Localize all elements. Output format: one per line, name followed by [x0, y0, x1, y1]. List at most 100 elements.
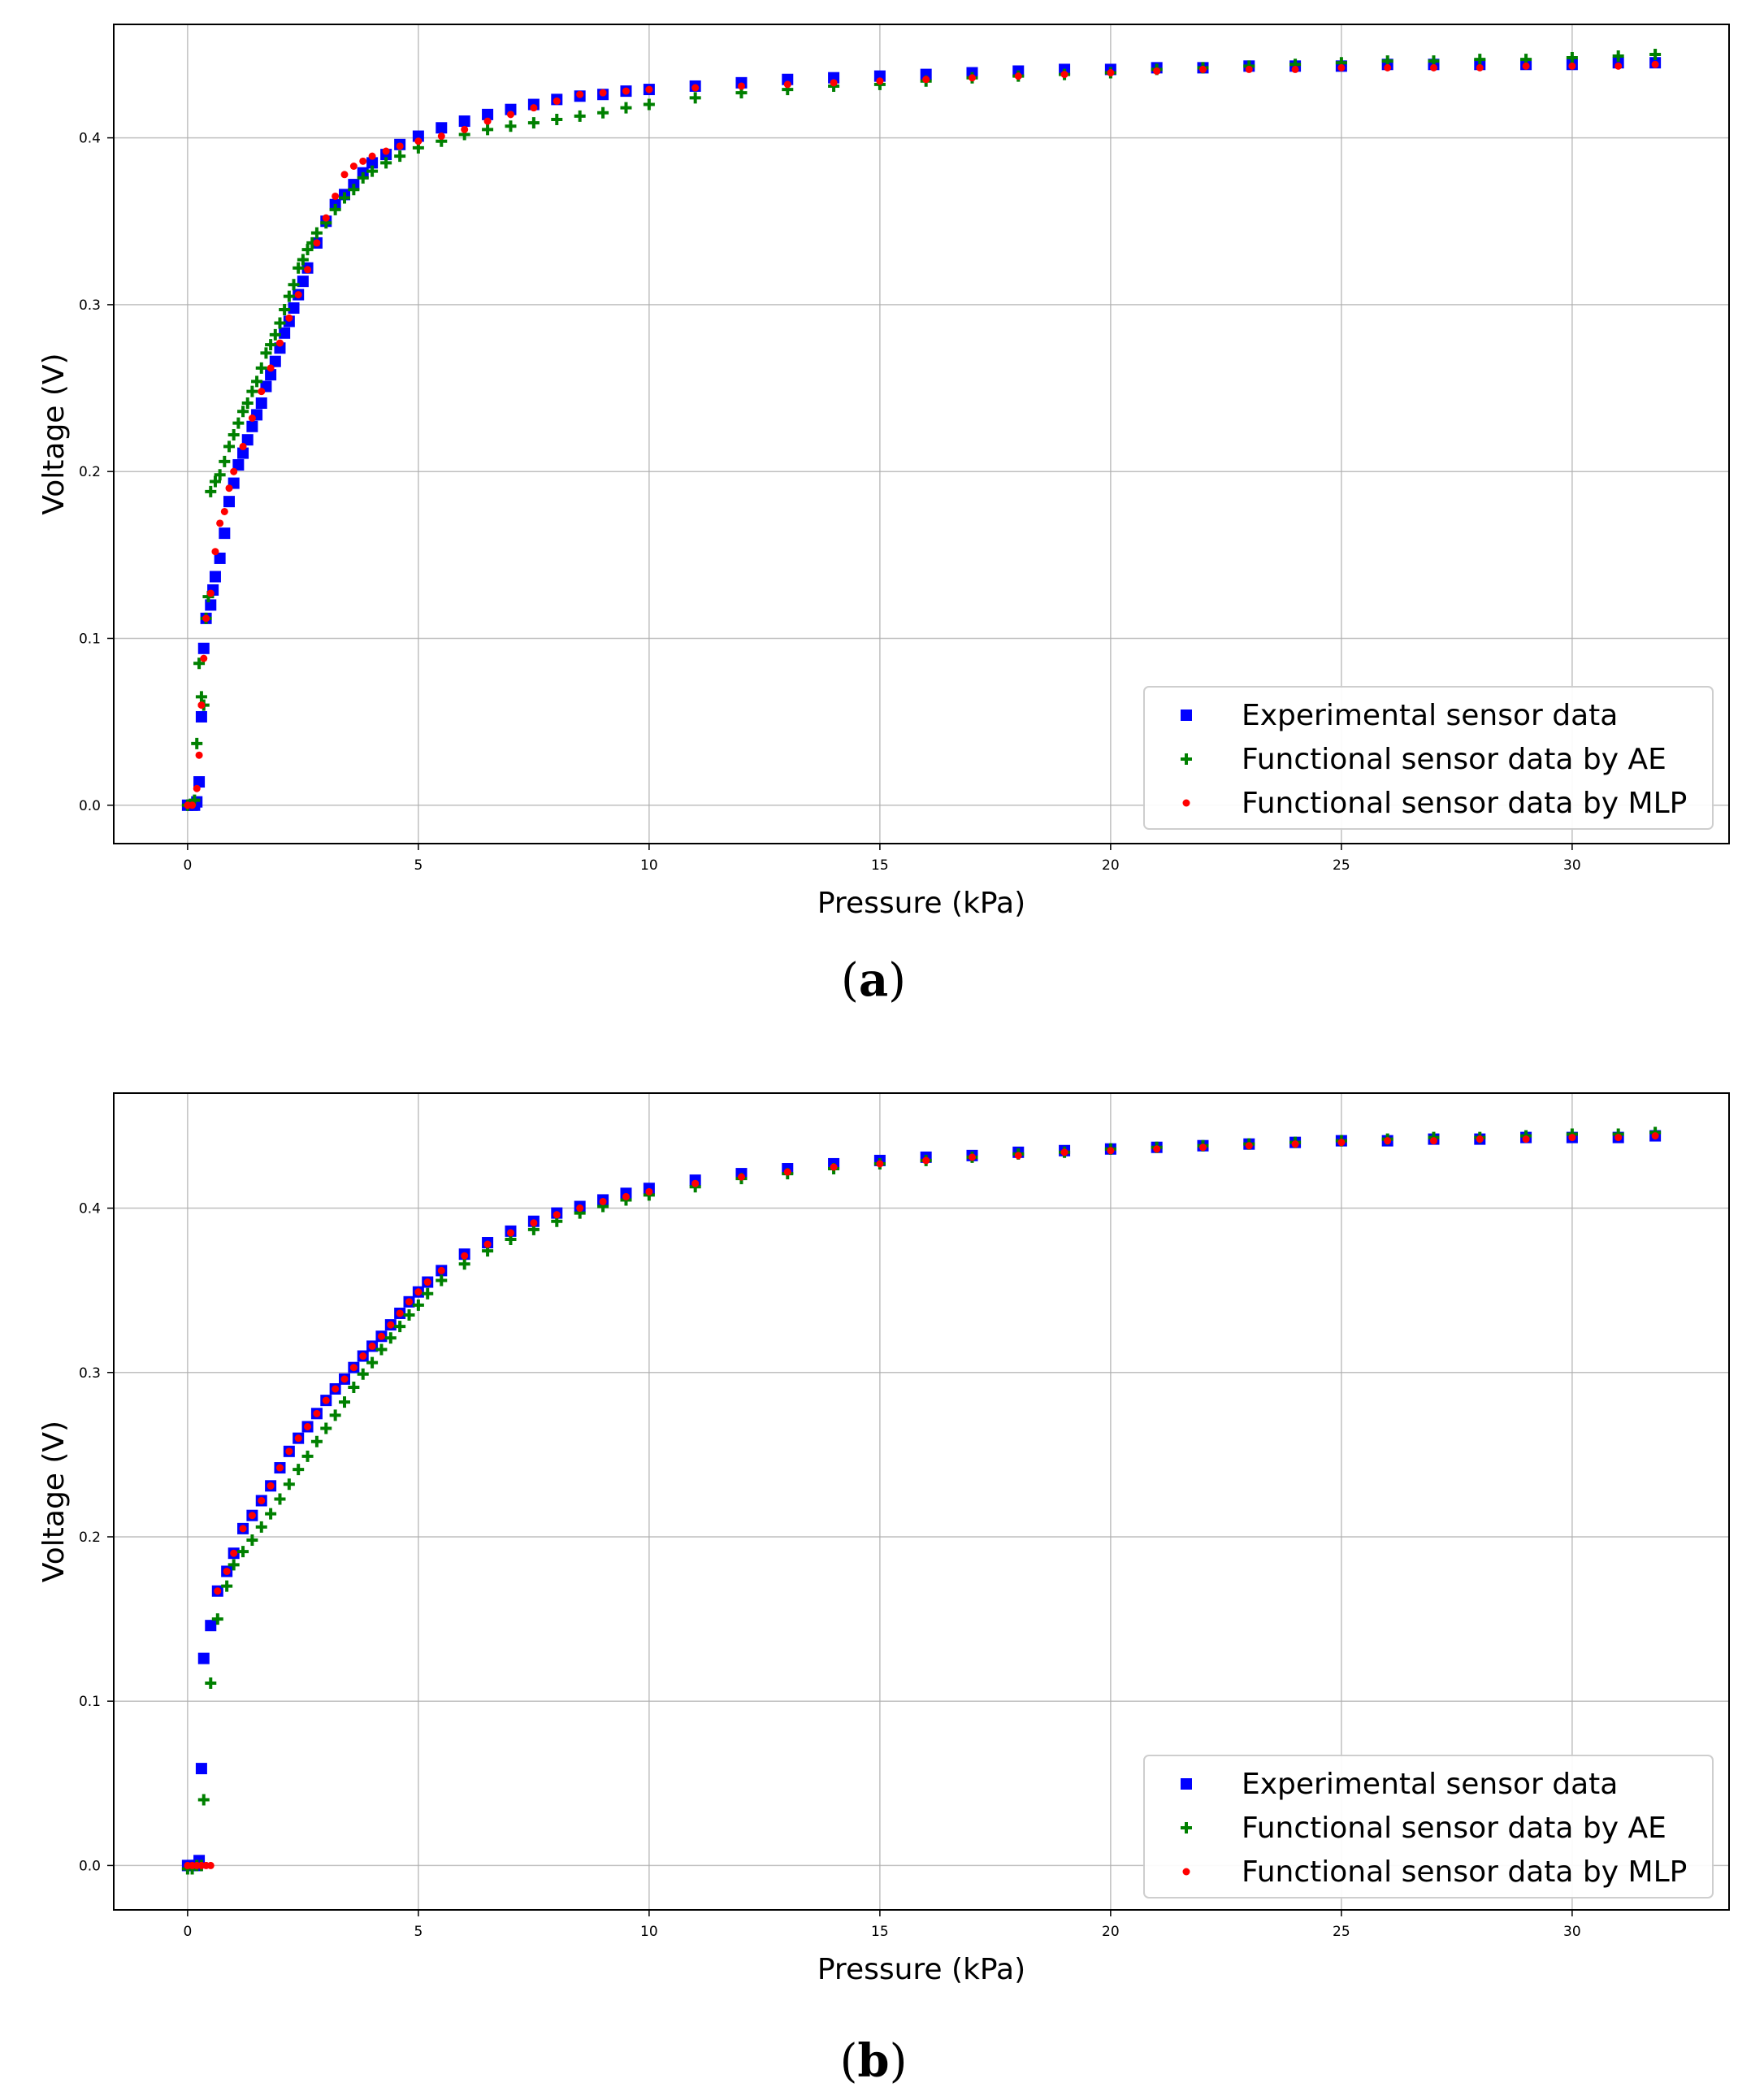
data-point [255, 1521, 267, 1533]
data-point [830, 79, 838, 87]
x-tick-label: 25 [1333, 1924, 1350, 1940]
data-point [255, 397, 267, 410]
data-point [269, 328, 281, 341]
data-point [275, 339, 284, 347]
data-point [293, 262, 305, 274]
data-point [251, 375, 263, 388]
data-point [320, 1422, 332, 1434]
data-point [1107, 69, 1115, 77]
data-point [357, 171, 369, 184]
legend-marker [1181, 1778, 1192, 1790]
data-point [197, 1794, 210, 1806]
data-point [396, 142, 404, 150]
data-point [1612, 50, 1624, 63]
data-point [195, 691, 207, 703]
data-point [237, 406, 249, 418]
data-point [506, 111, 514, 119]
y-tick-label: 0.3 [79, 297, 101, 314]
legend-marker [1181, 710, 1192, 721]
data-point [423, 1278, 431, 1287]
x-tick-label: 25 [1333, 857, 1350, 874]
data-point [241, 397, 254, 410]
x-axis-label: Pressure (kPa) [817, 887, 1025, 920]
data-point [322, 1396, 330, 1404]
data-point [597, 106, 609, 119]
data-point [482, 108, 494, 120]
data-point [313, 239, 321, 247]
y-tick-label: 0.0 [79, 1858, 101, 1874]
data-point [830, 1163, 838, 1171]
data-point [349, 1364, 358, 1372]
data-point [310, 227, 323, 239]
data-point [197, 642, 210, 654]
data-point [483, 1240, 492, 1248]
data-point [297, 254, 309, 266]
data-point [620, 102, 632, 114]
data-point [202, 614, 210, 623]
data-point [359, 157, 367, 165]
plot-frame [113, 1092, 1730, 1911]
data-point [482, 124, 494, 136]
data-point [414, 137, 423, 145]
data-point [195, 1763, 207, 1775]
data-point [691, 84, 700, 92]
plot-area [181, 48, 1662, 811]
data-point [357, 1368, 369, 1380]
legend-marker [1181, 1822, 1192, 1833]
legend-box [1143, 1755, 1714, 1899]
data-point [275, 1464, 284, 1472]
data-point [322, 214, 330, 222]
data-point [274, 317, 286, 329]
data-point [405, 1298, 414, 1306]
data-point [267, 364, 275, 372]
data-point [505, 120, 517, 132]
data-point [380, 157, 392, 169]
data-point [1153, 1145, 1161, 1153]
data-point [283, 290, 295, 302]
chart-panel-b: 0 5 10 15 20 25 30 0.0 0.1 0.2 0.3 0.4 Experimental… [37, 1092, 1730, 2088]
data-point [274, 1493, 286, 1505]
data-point [348, 184, 360, 196]
data-point [437, 132, 445, 141]
plot-area [181, 1126, 1662, 1875]
data-point [239, 442, 247, 450]
data-point [348, 1381, 360, 1393]
data-point [232, 458, 245, 471]
data-point [1107, 1147, 1115, 1155]
data-point [968, 1153, 976, 1161]
y-tick-label: 0.2 [79, 464, 101, 480]
data-point [206, 1861, 215, 1869]
data-point [329, 1409, 341, 1421]
data-point [193, 784, 201, 792]
data-point [1291, 1140, 1299, 1148]
data-point [214, 552, 226, 564]
data-point [197, 1652, 210, 1664]
data-point [506, 1229, 514, 1237]
data-point [387, 1321, 395, 1329]
data-point [211, 1613, 223, 1625]
data-point [783, 1168, 791, 1176]
data-point [1384, 63, 1392, 72]
data-point [1384, 1137, 1392, 1145]
data-point [297, 276, 309, 288]
data-point [382, 147, 390, 155]
data-point [267, 1482, 275, 1490]
axes: 0 5 10 15 20 25 30 0.0 0.1 0.2 0.3 0.4 [79, 24, 1730, 874]
data-point [294, 291, 302, 299]
data-point [876, 1160, 884, 1168]
data-point [436, 122, 448, 134]
data-point [1060, 71, 1068, 79]
y-tick-label: 0.3 [79, 1365, 101, 1382]
data-point [279, 304, 291, 316]
data-point [574, 110, 586, 122]
data-point [211, 548, 219, 556]
data-point [332, 1385, 340, 1393]
data-point [220, 507, 228, 515]
data-point [216, 519, 224, 527]
chart-panel-a: 0 5 10 15 20 25 30 0.0 0.1 0.2 0.3 0.4 Experimental… [37, 24, 1730, 1007]
data-point [265, 339, 277, 351]
data-point [209, 475, 221, 488]
legend-label: Functional sensor data by AE [1242, 743, 1666, 776]
data-point [1198, 1143, 1207, 1152]
legend-item-experimental-sensor-data: Experimental sensor data [1181, 1768, 1618, 1801]
